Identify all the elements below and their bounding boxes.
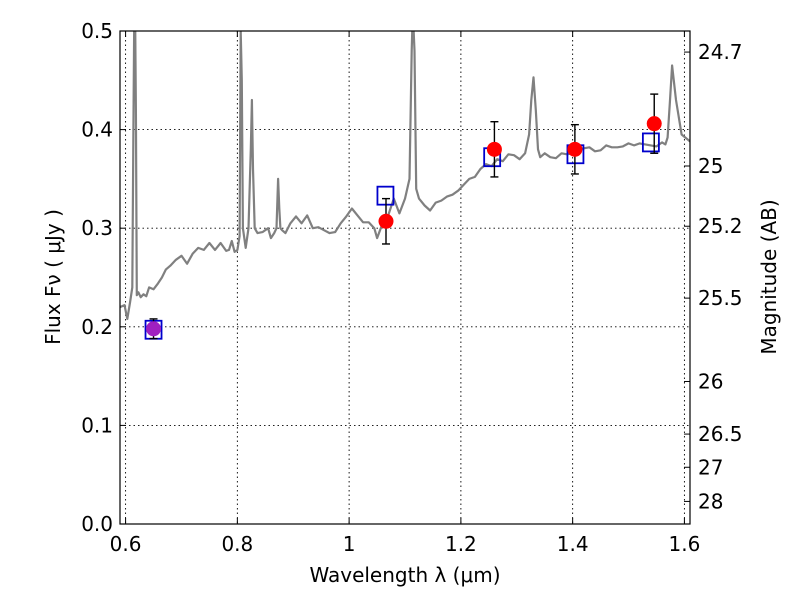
y-axis-title: Flux Fν ( μJy ) xyxy=(41,209,65,345)
right-axis-title: Magnitude (AB) xyxy=(757,199,781,354)
observed-photometry-point xyxy=(567,141,583,157)
right-axis-tick-label: 25.5 xyxy=(698,286,743,310)
x-tick-label: 0.8 xyxy=(221,532,253,556)
right-axis-tick-label: 24.7 xyxy=(698,40,743,64)
right-axis-tick-label: 26 xyxy=(698,369,723,393)
ticks: 0.6 0.8 1 1.2 1.4 1.6 0.0 0.1 0.2 0.3 0.4 0.5 24.7 25… xyxy=(81,19,742,556)
x-tick-label: 0.6 xyxy=(110,532,142,556)
right-axis-tick-label: 25 xyxy=(698,154,723,178)
x-axis-title: Wavelength λ (μm) xyxy=(309,563,500,587)
plot-frame xyxy=(119,30,691,525)
y-tick-label: 0.2 xyxy=(81,315,113,339)
observed-photometry-point xyxy=(146,321,162,337)
right-axis-tick-label: 28 xyxy=(698,489,723,513)
model-photometry-square xyxy=(641,132,660,153)
points-layer xyxy=(144,93,662,340)
right-axis-tick-label: 25.2 xyxy=(698,214,743,238)
right-axis-tick-label: 27 xyxy=(698,455,723,479)
x-tick-label: 1.4 xyxy=(557,532,589,556)
gridlines xyxy=(120,30,690,525)
y-tick-label: 0.0 xyxy=(81,512,113,536)
y-tick-label: 0.5 xyxy=(81,19,113,43)
x-tick-label: 1.2 xyxy=(445,532,477,556)
right-axis-tick-label: 26.5 xyxy=(698,422,743,446)
observed-photometry-point xyxy=(378,213,394,229)
observed-photometry-point xyxy=(486,141,502,157)
observed-photometry-point xyxy=(646,116,662,132)
x-tick-label: 1 xyxy=(343,532,356,556)
y-tick-label: 0.3 xyxy=(81,216,113,240)
y-tick-label: 0.4 xyxy=(81,118,113,142)
y-tick-label: 0.1 xyxy=(81,413,113,437)
x-tick-label: 1.6 xyxy=(669,532,701,556)
